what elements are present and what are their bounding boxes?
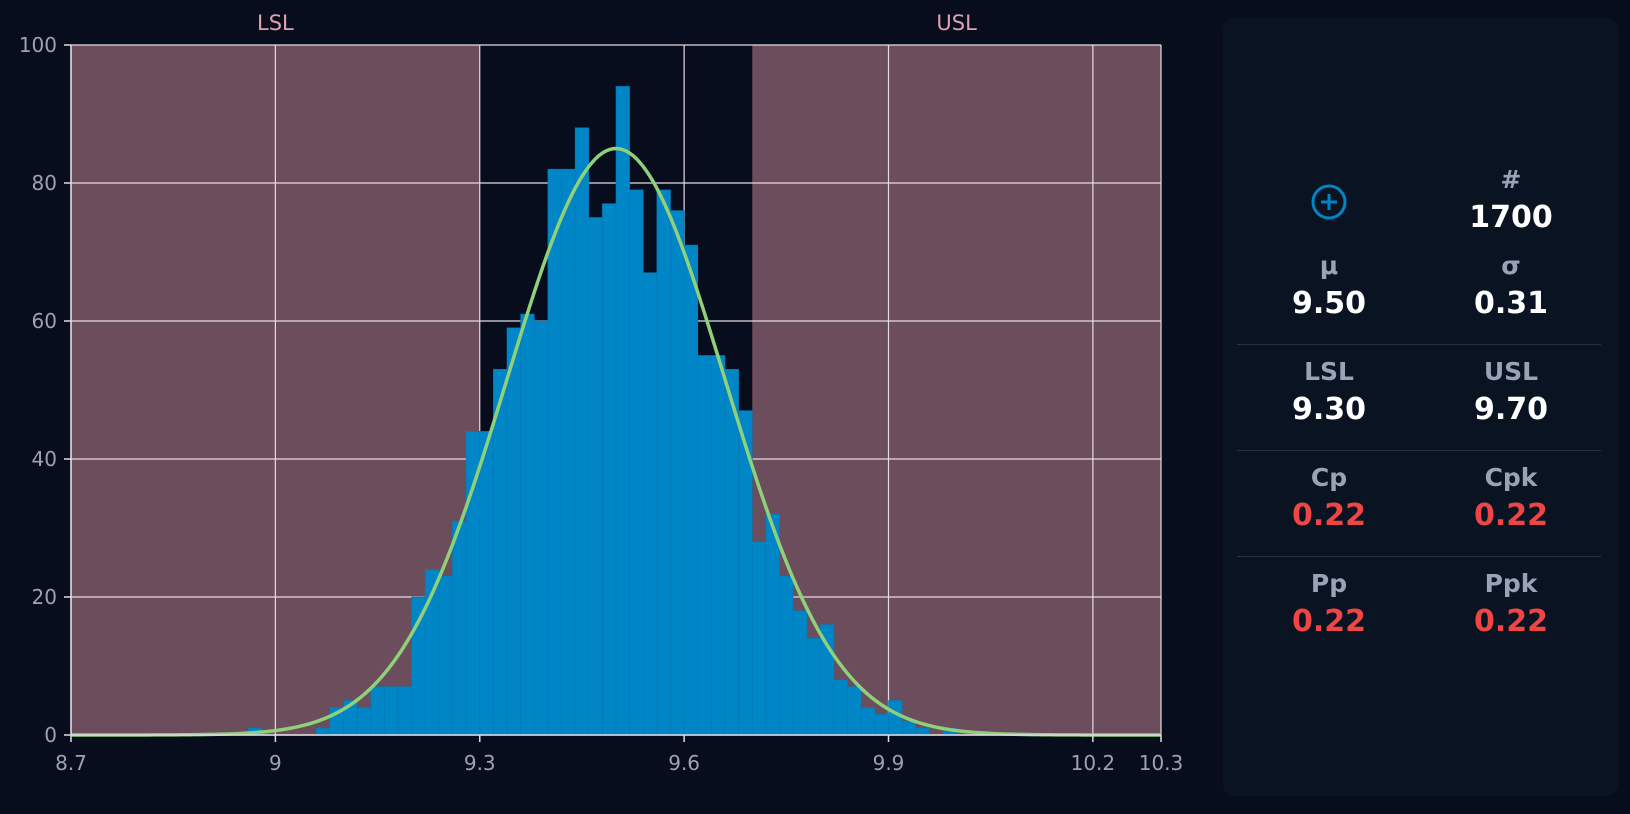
histogram-bar [561, 168, 576, 736]
mean-value: 9.50 [1291, 286, 1367, 321]
y-tick-label: 100 [19, 33, 57, 57]
count-label: # [1500, 165, 1522, 194]
histogram-bar [833, 679, 848, 736]
ppk-stat: Ppk 0.22 [1421, 569, 1601, 639]
histogram-bar [642, 272, 658, 736]
mean-stat: μ 9.50 [1239, 251, 1419, 321]
sigma-stat: σ 0.31 [1421, 251, 1601, 321]
histogram-bar [615, 86, 630, 736]
histogram-bar [370, 686, 385, 736]
histogram-bar [452, 520, 467, 736]
normal-fit-curve [71, 146, 1161, 737]
histogram-bar [697, 355, 712, 736]
histogram-bar [779, 575, 794, 736]
histogram-bar [479, 431, 494, 736]
cp-value: 0.22 [1291, 498, 1367, 533]
histogram-bar [847, 686, 862, 736]
x-tick-label: 8.7 [55, 751, 87, 775]
histogram-bar [888, 700, 903, 736]
x-tick-label: 9.3 [464, 751, 496, 775]
divider [1237, 450, 1601, 451]
histogram-bar [547, 168, 562, 736]
histogram-bar [438, 575, 453, 736]
histogram-bar [683, 244, 699, 736]
count-value: 1700 [1469, 200, 1553, 235]
sigma-label: σ [1501, 251, 1521, 280]
lsl-label: LSL [1304, 357, 1354, 386]
usl-value: 9.70 [1473, 392, 1549, 427]
histogram-bar [493, 368, 508, 736]
pp-value: 0.22 [1291, 604, 1367, 639]
histogram-bar [792, 610, 808, 736]
spec-limit-label-usl: USL [936, 11, 977, 35]
histogram-bar [629, 189, 644, 736]
histogram-bar [765, 513, 780, 736]
histogram-bar [874, 713, 889, 736]
divider [1237, 556, 1601, 557]
histogram-bar [397, 686, 412, 736]
histogram-bar [915, 727, 930, 736]
cp-stat: Cp 0.22 [1239, 463, 1419, 533]
pp-label: Pp [1310, 569, 1348, 598]
histogram-bar [602, 203, 617, 736]
histogram-bar [533, 320, 549, 736]
histogram-chart: 0 20 40 60 80 100 8.7 9 9.3 9.6 9.9 10.2 10.3 LSL USL [19, 11, 1184, 775]
x-tick-label: 9 [269, 751, 282, 775]
lsl-value: 9.30 [1291, 392, 1367, 427]
histogram-bar [860, 707, 876, 736]
sigma-value: 0.31 [1473, 286, 1549, 321]
x-tick-label: 10.2 [1071, 751, 1116, 775]
pp-stat: Pp 0.22 [1239, 569, 1419, 639]
histogram-bar [820, 624, 835, 736]
y-tick-label: 40 [32, 447, 57, 471]
y-tick-label: 80 [32, 171, 57, 195]
histogram-bar [574, 127, 590, 736]
lsl-stat: LSL 9.30 [1239, 357, 1419, 427]
histogram-bar [670, 210, 685, 736]
y-tick-label: 60 [32, 309, 57, 333]
histogram-bar [656, 189, 671, 736]
histogram-bar [588, 217, 603, 736]
out-of-spec-region-usl [752, 45, 1161, 735]
divider [1237, 344, 1601, 345]
ppk-value: 0.22 [1473, 604, 1549, 639]
histogram-bar [751, 541, 767, 736]
histogram-bar [806, 638, 821, 736]
cpk-label: Cpk [1484, 463, 1538, 492]
count-stat: # 1700 [1421, 165, 1601, 235]
usl-label: USL [1483, 357, 1539, 386]
mean-label: μ [1319, 251, 1339, 280]
cpk-value: 0.22 [1473, 498, 1549, 533]
y-tick-label: 0 [44, 723, 57, 747]
histogram-bar [711, 355, 726, 736]
cp-label: Cp [1310, 463, 1348, 492]
y-tick-label: 20 [32, 585, 57, 609]
histogram-bar [520, 313, 535, 736]
stats-panel: # 1700 μ 9.50 σ 0.31 LSL 9.30 USL 9.70 C… [1223, 18, 1619, 796]
x-tick-label: 9.6 [668, 751, 700, 775]
spec-limit-label-lsl: LSL [257, 11, 294, 35]
histogram-bar [384, 686, 399, 736]
histogram-bar [901, 720, 917, 736]
x-tick-label: 10.3 [1139, 751, 1184, 775]
x-tick-label: 9.9 [873, 751, 905, 775]
histogram-bar [724, 368, 739, 736]
plus-circle-icon[interactable] [1311, 184, 1347, 220]
usl-stat: USL 9.70 [1421, 357, 1601, 427]
cpk-stat: Cpk 0.22 [1421, 463, 1601, 533]
ppk-label: Ppk [1484, 569, 1538, 598]
histogram-bar [315, 727, 331, 736]
histogram-bar [506, 327, 521, 736]
histogram-bar [356, 707, 372, 736]
histogram-bar [411, 596, 426, 736]
histogram-svg: 0 20 40 60 80 100 8.7 9 9.3 9.6 9.9 10.2 10.3 LSL USL [19, 11, 1184, 775]
